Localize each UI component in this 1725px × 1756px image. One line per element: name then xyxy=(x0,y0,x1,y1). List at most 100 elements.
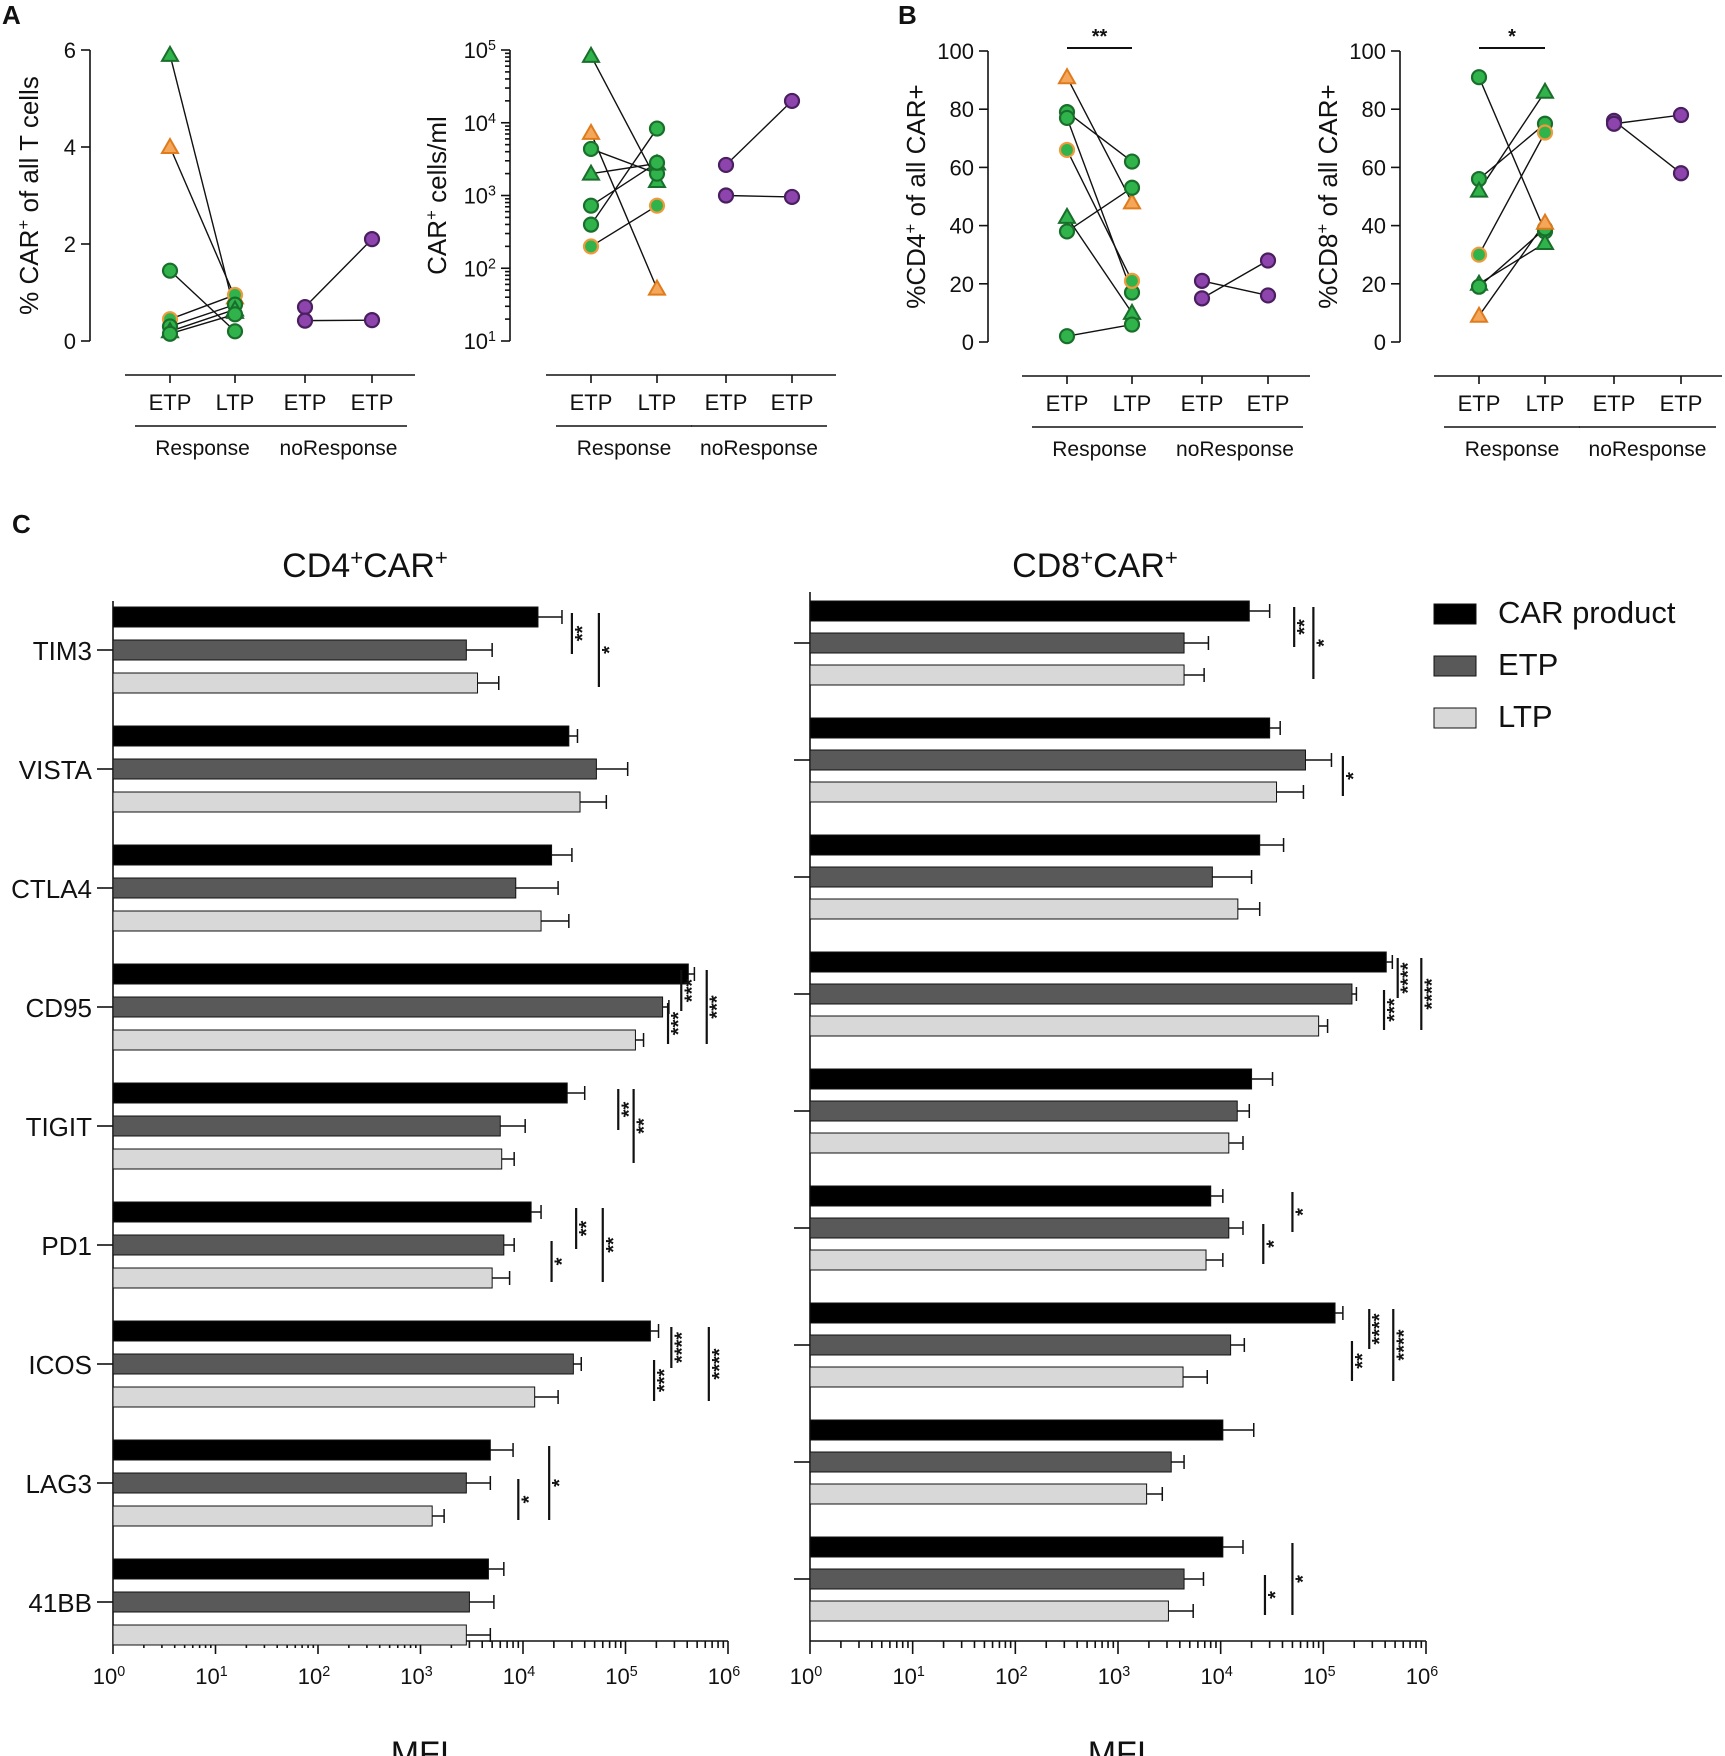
data-point-circle xyxy=(1193,272,1211,289)
scatter-chart-cd8-percent: 0 20 40 60 80 100%CD8+ of all CAR+ ETP LTP ETP ET… xyxy=(1313,26,1722,461)
x-tick-label: 101 xyxy=(195,1664,227,1689)
y-tick-label: 104 xyxy=(464,111,496,136)
bar xyxy=(809,717,1271,739)
bar xyxy=(809,1568,1185,1590)
bar xyxy=(112,639,467,661)
data-point-circle xyxy=(1123,316,1141,333)
group-label: Response xyxy=(1465,438,1560,461)
data-point-circle xyxy=(1470,278,1488,295)
pair-connector-line xyxy=(169,308,236,332)
data-point-triangle xyxy=(1469,180,1489,198)
significance-label: *** xyxy=(654,1369,676,1393)
x-tick-label: 106 xyxy=(1406,1664,1438,1689)
data-point-circle xyxy=(717,187,735,204)
pair-connector-line xyxy=(1201,259,1269,299)
bar xyxy=(112,1591,470,1613)
significance-label: ** xyxy=(1294,619,1316,635)
y-category-label: LAG3 xyxy=(26,1469,93,1499)
data-point-triangle xyxy=(1469,305,1489,323)
significance-label: * xyxy=(518,1495,540,1503)
significance-label: * xyxy=(552,1257,574,1265)
y-tick-label: 0 xyxy=(1374,330,1386,355)
x-tick-label: 101 xyxy=(892,1664,924,1689)
y-tick-label: 40 xyxy=(1362,214,1386,239)
data-point-circle xyxy=(1058,141,1076,159)
bar xyxy=(809,1536,1224,1558)
data-point-circle xyxy=(717,156,735,174)
data-point-triangle xyxy=(581,45,601,63)
bar xyxy=(809,1483,1148,1505)
bar xyxy=(809,951,1387,973)
significance-label: ** xyxy=(618,1102,640,1118)
pair-connector-line xyxy=(169,294,236,320)
y-tick-label: 103 xyxy=(464,184,496,209)
pair-connector-line xyxy=(590,128,658,225)
pair-connector-line xyxy=(1066,323,1133,337)
bar xyxy=(112,1386,536,1408)
x-category-label: ETP xyxy=(1247,391,1290,416)
significance-label: **** xyxy=(1398,962,1420,993)
pair-connector-line xyxy=(590,162,658,175)
x-tick-label: 104 xyxy=(503,1664,535,1689)
x-category-label: LTP xyxy=(1113,391,1152,416)
y-category-label: PD1 xyxy=(41,1231,92,1261)
bar xyxy=(809,1015,1320,1037)
data-point-circle xyxy=(296,298,314,316)
significance-label: ** xyxy=(572,626,594,642)
pair-connector-line xyxy=(1478,222,1546,317)
x-axis-label: MFI xyxy=(1088,1735,1147,1756)
bar xyxy=(112,758,597,780)
data-point-circle xyxy=(226,306,244,323)
group-label: noResponse xyxy=(280,437,398,460)
significance-label: *** xyxy=(1384,998,1406,1022)
data-point-circle xyxy=(582,238,600,255)
pair-connector-line xyxy=(1066,117,1133,293)
bar xyxy=(809,632,1185,654)
y-tick-label: 20 xyxy=(1362,272,1386,297)
data-point-circle xyxy=(582,140,600,158)
data-point-circle xyxy=(161,262,179,279)
data-point-triangle xyxy=(1057,206,1077,224)
data-point-circle xyxy=(648,197,666,214)
y-tick-label: 60 xyxy=(1362,155,1386,180)
bar xyxy=(112,606,539,628)
bar xyxy=(809,664,1185,686)
pair-connector-line xyxy=(1613,120,1682,174)
legend-swatch xyxy=(1433,603,1477,625)
data-point-circle xyxy=(363,231,381,248)
data-point-triangle xyxy=(1535,233,1555,251)
scatter-chart-cd4-percent: 0 20 40 60 80 100%CD4+ of all CAR+ ETP LTP ETP ET… xyxy=(901,26,1310,461)
significance-label: ** xyxy=(603,1237,625,1253)
pair-connector-line xyxy=(590,205,658,248)
significance-label: **** xyxy=(671,1332,693,1363)
pair-connector-line xyxy=(169,146,236,298)
bar xyxy=(809,898,1239,920)
data-point-circle xyxy=(1058,109,1076,127)
pair-connector-line xyxy=(590,55,658,182)
bar xyxy=(809,1600,1169,1622)
data-point-circle xyxy=(1259,252,1277,269)
y-tick-label: 102 xyxy=(464,256,496,281)
x-tick-label: 104 xyxy=(1200,1664,1232,1689)
significance-label: * xyxy=(549,1479,571,1487)
pair-connector-line xyxy=(1201,280,1269,297)
data-point-circle xyxy=(1123,179,1141,196)
bar xyxy=(112,1558,489,1580)
bar xyxy=(809,983,1353,1005)
panel-letter-b: B xyxy=(898,0,917,30)
bar xyxy=(112,1505,433,1527)
significance-label: *** xyxy=(668,1012,690,1036)
bar xyxy=(809,1249,1207,1271)
group-label: Response xyxy=(155,437,250,460)
bar xyxy=(809,600,1250,622)
group-label: Response xyxy=(577,437,672,460)
x-category-label: ETP xyxy=(351,390,394,415)
significance-label: *** xyxy=(681,979,703,1003)
group-label: noResponse xyxy=(1589,438,1707,461)
data-point-circle xyxy=(1058,328,1076,345)
pair-connector-line xyxy=(1066,187,1133,233)
data-point-circle xyxy=(1058,223,1076,240)
bar xyxy=(112,1624,467,1646)
y-category-label: TIM3 xyxy=(33,636,92,666)
data-point-circle xyxy=(1536,124,1554,141)
